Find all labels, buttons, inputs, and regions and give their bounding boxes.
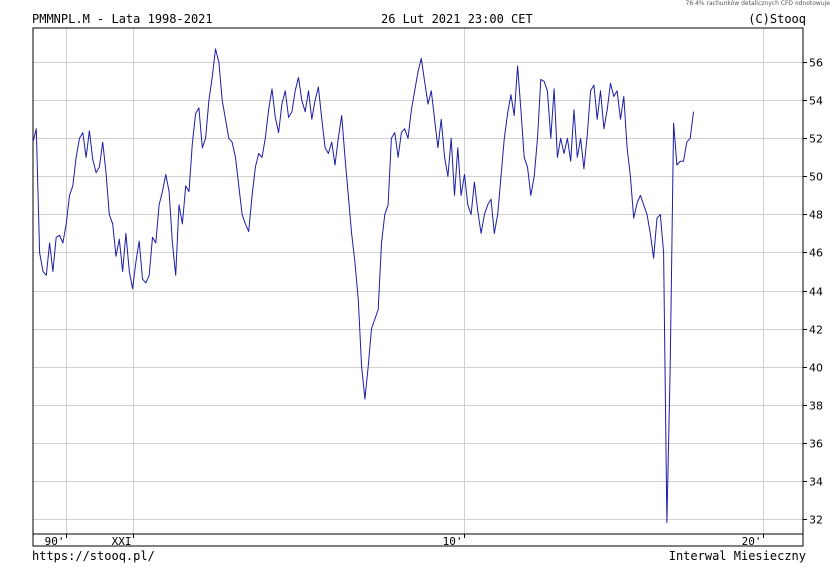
y-tick-label: 34 bbox=[809, 476, 823, 489]
y-tick-label: 32 bbox=[809, 514, 823, 527]
y-tick-label: 48 bbox=[809, 209, 823, 222]
y-tick-label: 50 bbox=[809, 171, 823, 184]
x-axis-ticks: 90' XXI 10' 20' bbox=[45, 534, 764, 548]
cfd-disclaimer: 76.4% rachunków detalicznych CFD odnotow… bbox=[685, 0, 830, 7]
y-tick-label: 42 bbox=[809, 324, 823, 337]
x-tick-label: 90' bbox=[45, 535, 65, 548]
x-tick-label: XXI bbox=[112, 535, 132, 548]
copyright-label: (C)Stooq bbox=[748, 12, 806, 26]
y-tick-label: 46 bbox=[809, 247, 823, 260]
x-tick-label: 20' bbox=[742, 535, 762, 548]
y-tick-label: 54 bbox=[809, 95, 823, 108]
y-tick-label: 52 bbox=[809, 133, 823, 146]
chart-series bbox=[32, 48, 694, 524]
chart-datetime: 26 Lut 2021 23:00 CET bbox=[381, 12, 533, 26]
x-tick-label: 10' bbox=[443, 535, 463, 548]
series-line bbox=[32, 48, 694, 524]
chart-gridlines bbox=[33, 28, 803, 534]
y-tick-label: 56 bbox=[809, 57, 823, 70]
y-axis-ticks: 32 34 36 38 40 42 44 46 48 50 52 54 56 bbox=[803, 57, 823, 527]
y-tick-label: 38 bbox=[809, 400, 823, 413]
source-url-link[interactable]: https://stooq.pl/ bbox=[32, 549, 155, 563]
interval-label: Interwal Miesieczny bbox=[668, 549, 806, 563]
y-tick-label: 40 bbox=[809, 362, 823, 375]
y-tick-label: 36 bbox=[809, 438, 823, 451]
y-tick-label: 44 bbox=[809, 286, 823, 299]
chart-title: PMMNPL.M - Lata 1998-2021 bbox=[32, 12, 213, 26]
plot-frame bbox=[32, 27, 804, 547]
